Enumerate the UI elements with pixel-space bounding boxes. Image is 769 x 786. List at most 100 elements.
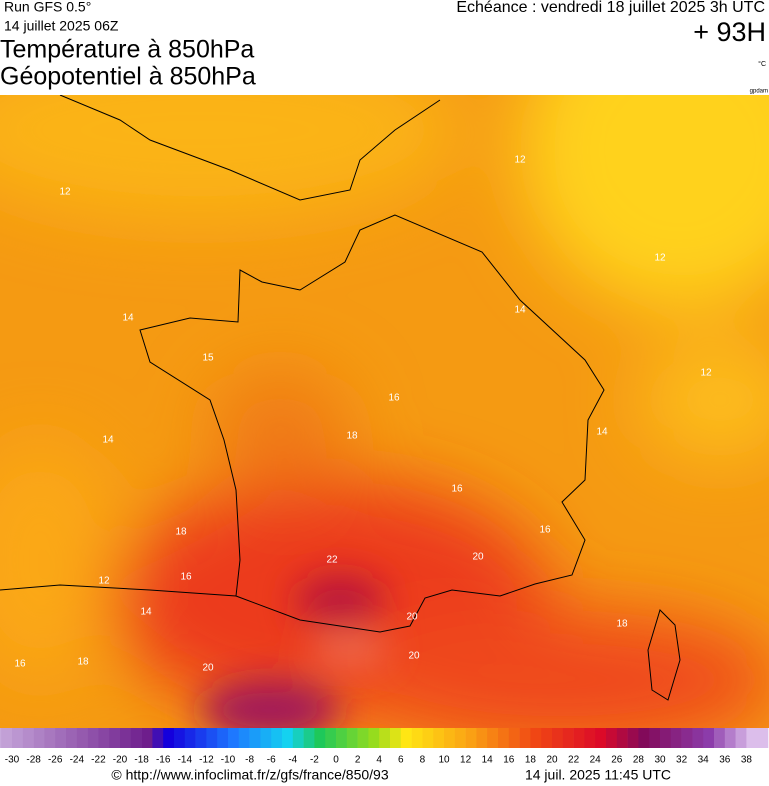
scale-box: [444, 728, 456, 748]
scale-box: [22, 728, 34, 748]
scale-box: [552, 728, 564, 748]
scale-label: -28: [26, 755, 41, 766]
isoline-label: 12: [59, 187, 71, 198]
scale-box: [476, 728, 488, 748]
scale-box: [422, 728, 434, 748]
isoline-label: 18: [346, 431, 358, 442]
scale-box: [195, 728, 207, 748]
scale-label: -6: [267, 755, 276, 766]
isoline-label: 20: [408, 651, 420, 662]
isoline-label: 14: [140, 607, 152, 618]
scale-box: [282, 728, 294, 748]
scale-box: [433, 728, 445, 748]
scale-label: 2: [355, 755, 361, 766]
scale-box: [163, 728, 175, 748]
scale-box: [98, 728, 110, 748]
source-url: © http://www.infoclimat.fr/z/gfs/france/…: [111, 767, 388, 783]
scale-label: -24: [70, 755, 85, 766]
isoline-label: 18: [175, 527, 187, 538]
scale-box: [109, 728, 121, 748]
scale-box: [724, 728, 736, 748]
scale-box: [703, 728, 715, 748]
scale-box: [1, 728, 13, 748]
scale-box: [33, 728, 45, 748]
scale-box: [400, 728, 412, 748]
scale-label: 20: [546, 755, 558, 766]
isoline-label: 18: [616, 619, 628, 630]
scale-box: [368, 728, 380, 748]
color-scale: -30 -28 -26 -24 -22 -20 -18 -16 -14 -12 -10 -8 -6 -4-…: [0, 728, 769, 766]
subtitle: Géopotentiel à 850hPa: [0, 63, 256, 91]
scale-box: [681, 728, 693, 748]
isoline-label: 20: [406, 612, 418, 623]
scale-box: [217, 728, 229, 748]
scale-box: [411, 728, 423, 748]
isoline-label: 14: [122, 313, 134, 324]
scale-box: [314, 728, 326, 748]
scale-label: -10: [221, 755, 236, 766]
isoline-label: 12: [654, 253, 666, 264]
scale-box: [606, 728, 618, 748]
scale-box: [184, 728, 196, 748]
scale-box: [692, 728, 704, 748]
scale-label: -8: [245, 755, 254, 766]
scale-box: [206, 728, 218, 748]
lead-time: + 93H: [693, 17, 766, 47]
isoline-label: 14: [514, 305, 526, 316]
scale-box: [627, 728, 639, 748]
run-label: Run GFS 0.5°: [4, 0, 91, 15]
isoline-label: 15: [202, 353, 214, 364]
isoline-label: 22: [326, 555, 338, 566]
scale-label: 30: [654, 755, 666, 766]
scale-label: -18: [134, 755, 149, 766]
scale-label: 18: [525, 755, 537, 766]
isoline-label: 14: [102, 435, 114, 446]
scale-label: -26: [48, 755, 63, 766]
scale-box: [130, 728, 142, 748]
scale-label: 4: [376, 755, 382, 766]
scale-box: [454, 728, 466, 748]
scale-label: 16: [503, 755, 515, 766]
hot-spots: [200, 575, 390, 728]
scale-box: [174, 728, 186, 748]
scale-label: 34: [698, 755, 710, 766]
france-outline: [139, 214, 605, 633]
scale-box: [638, 728, 650, 748]
uk-coast: [59, 95, 441, 201]
isoline-labels: 12 12 14 12 14 15 12 16 14 18 14 16 18 1…: [14, 155, 712, 674]
scale-box: [757, 728, 769, 748]
scale-label: -16: [156, 755, 171, 766]
scale-box: [228, 728, 240, 748]
scale-box: [346, 728, 358, 748]
forecast: Echéance : vendredi 18 juillet 2025 3h U…: [456, 0, 765, 16]
unit: °C: [758, 60, 766, 68]
isoline-label: 20: [472, 552, 484, 563]
scale-label: 6: [398, 755, 404, 766]
isoline-label: 14: [596, 427, 608, 438]
isoline-label: 12: [700, 368, 712, 379]
credit: gpdam: [750, 89, 768, 95]
isoline-label: 18: [77, 657, 89, 668]
scale-box: [336, 728, 348, 748]
scale-label: -2: [310, 755, 319, 766]
scale-label: -30: [5, 755, 20, 766]
title: Température à 850hPa: [0, 36, 254, 64]
scale-label: -22: [91, 755, 106, 766]
scale-box: [379, 728, 391, 748]
scale-box: [735, 728, 747, 748]
scale-box: [573, 728, 585, 748]
scale-box: [249, 728, 261, 748]
scale-box: [746, 728, 758, 748]
scale-label: -20: [113, 755, 128, 766]
scale-box: [271, 728, 283, 748]
scale-box: [303, 728, 315, 748]
scale-box: [584, 728, 596, 748]
scale-box: [87, 728, 99, 748]
scale-box: [55, 728, 67, 748]
scale-box: [562, 728, 574, 748]
scale-box: [44, 728, 56, 748]
scale-box: [66, 728, 78, 748]
scale-box: [530, 728, 542, 748]
corsica-outline: [647, 609, 681, 701]
isoline-label: 16: [539, 525, 551, 536]
